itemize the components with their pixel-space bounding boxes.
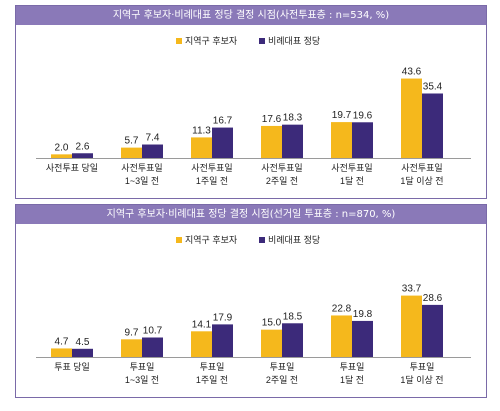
category-label-6-1: 투표일 xyxy=(410,362,435,372)
data-label-1-6: 33.7 xyxy=(402,284,422,295)
bar-chart-2: 지역구 후보자 비례대표 정당 4.7 4.5 투표 당일 9.7 10.7 투표일 1~3일 … xyxy=(36,235,471,385)
bar-district-5 xyxy=(331,122,352,158)
data-label-2-3: 16.7 xyxy=(213,116,233,127)
data-label-1-1: 2.0 xyxy=(55,142,69,153)
category-label-5-2: 1달 전 xyxy=(340,175,364,186)
category-label-5-1: 투표일 xyxy=(340,362,365,372)
data-label-2-4: 18.5 xyxy=(283,311,303,322)
data-label-1-2: 5.7 xyxy=(125,136,139,147)
category-label-1-1: 투표 당일 xyxy=(54,362,90,372)
chart-panel-2: 지역구 후보자·비례대표 정당 결정 시점(선거일 투표층 : n=870, %… xyxy=(15,204,487,398)
data-label-1-6: 43.6 xyxy=(402,67,422,78)
data-label-2-2: 10.7 xyxy=(143,326,163,337)
bar-party-2 xyxy=(142,337,163,357)
legend-label-1: 지역구 후보자 xyxy=(185,36,238,46)
category-label-2-1: 투표일 xyxy=(130,362,155,372)
category-label-2-2: 1~3일 전 xyxy=(125,375,159,385)
data-label-1-3: 11.3 xyxy=(192,125,211,136)
bar-district-3 xyxy=(191,137,212,158)
legend-label-2: 비례대표 정당 xyxy=(268,36,320,46)
legend-swatch-1 xyxy=(176,237,182,243)
data-label-2-1: 2.6 xyxy=(76,141,90,152)
bar-chart-1: 지역구 후보자 비례대표 정당 2.0 2.6 사전투표 당일 5.7 7.4 사전투표일 1~… xyxy=(36,36,471,186)
data-label-2-2: 7.4 xyxy=(146,133,160,144)
data-label-2-5: 19.8 xyxy=(353,309,373,320)
category-label-3-2: 1주일 전 xyxy=(196,176,228,186)
data-label-2-4: 18.3 xyxy=(283,113,303,124)
data-label-1-4: 17.6 xyxy=(262,114,282,125)
legend-swatch-1 xyxy=(176,38,182,44)
bar-district-2 xyxy=(121,147,142,158)
data-label-2-6: 28.6 xyxy=(423,293,443,304)
category-label-1-1: 사전투표 당일 xyxy=(46,163,98,173)
category-label-6-2: 1달 이상 전 xyxy=(400,175,443,186)
category-label-6-1: 사전투표일 xyxy=(401,163,442,173)
chart-panel-1: 지역구 후보자·비례대표 정당 결정 시점(사전투표층 : n=534, %) … xyxy=(15,5,487,199)
bar-party-3 xyxy=(212,127,233,158)
legend-label-2: 비례대표 정당 xyxy=(268,235,320,245)
bar-party-3 xyxy=(212,324,233,357)
bar-party-4 xyxy=(282,323,303,357)
category-label-3-2: 1주일 전 xyxy=(196,375,228,385)
category-label-4-1: 사전투표일 xyxy=(261,163,302,173)
bar-party-5 xyxy=(352,320,373,357)
data-label-2-1: 4.5 xyxy=(76,337,90,348)
bar-party-6 xyxy=(422,304,443,357)
category-label-5-1: 사전투표일 xyxy=(331,163,372,173)
chart-title-2: 지역구 후보자·비례대표 정당 결정 시점(선거일 투표층 : n=870, %… xyxy=(16,205,486,224)
legend-swatch-2 xyxy=(259,38,265,44)
data-label-2-3: 17.9 xyxy=(213,312,233,323)
bar-district-3 xyxy=(191,331,212,357)
category-label-2-1: 사전투표일 xyxy=(121,163,162,173)
data-label-1-5: 19.7 xyxy=(332,110,352,121)
data-label-2-6: 35.4 xyxy=(423,81,443,92)
bar-district-4 xyxy=(261,125,282,158)
category-label-5-2: 1달 전 xyxy=(340,374,364,385)
bar-party-5 xyxy=(352,122,373,158)
bar-district-1 xyxy=(51,154,72,158)
bar-district-6 xyxy=(401,78,422,158)
bar-party-6 xyxy=(422,93,443,158)
category-label-4-2: 2주일 전 xyxy=(266,176,298,186)
category-label-3-1: 투표일 xyxy=(200,362,225,372)
category-label-4-2: 2주일 전 xyxy=(266,375,298,385)
category-label-6-2: 1달 이상 전 xyxy=(400,374,443,385)
bar-district-2 xyxy=(121,339,142,357)
data-label-1-1: 4.7 xyxy=(55,336,69,347)
bar-party-4 xyxy=(282,124,303,158)
bar-district-1 xyxy=(51,348,72,357)
category-label-4-1: 투표일 xyxy=(270,362,295,372)
data-label-2-5: 19.6 xyxy=(353,110,373,121)
category-label-2-2: 1~3일 전 xyxy=(125,176,159,186)
chart-title-1: 지역구 후보자·비례대표 정당 결정 시점(사전투표층 : n=534, %) xyxy=(16,6,486,25)
data-label-1-2: 9.7 xyxy=(125,327,139,338)
bar-party-1 xyxy=(72,153,93,158)
bar-district-6 xyxy=(401,295,422,357)
bar-district-4 xyxy=(261,329,282,357)
bar-party-2 xyxy=(142,144,163,158)
bar-party-1 xyxy=(72,348,93,357)
data-label-1-3: 14.1 xyxy=(192,319,212,330)
bar-district-5 xyxy=(331,315,352,357)
legend-label-1: 지역구 후보자 xyxy=(185,235,238,245)
data-label-1-5: 22.8 xyxy=(332,303,352,314)
category-label-3-1: 사전투표일 xyxy=(191,163,232,173)
data-label-1-4: 15.0 xyxy=(262,318,282,329)
legend-swatch-2 xyxy=(259,237,265,243)
